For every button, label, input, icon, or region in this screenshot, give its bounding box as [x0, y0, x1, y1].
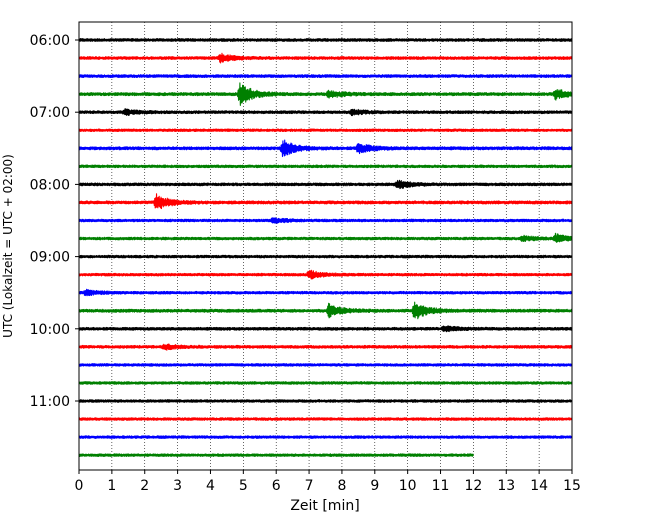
- x-tick-label: 10: [399, 478, 417, 494]
- trace-1030: [78, 363, 573, 367]
- y-tick-label: 08:00: [30, 177, 70, 193]
- trace-0945: [78, 301, 573, 320]
- y-tick-label: 06:00: [30, 33, 70, 49]
- x-tick-label: 8: [337, 478, 346, 494]
- x-axis: 0 1 2 3 4 5 6 7 8 9 10 11 12 13 14 15: [75, 470, 581, 494]
- y-tick-label: 07:00: [30, 105, 70, 121]
- trace-0915: [78, 269, 573, 280]
- trace-0830: [78, 217, 573, 224]
- x-tick-label: 1: [107, 478, 116, 494]
- trace-0600: [78, 38, 573, 42]
- y-axis: 06:00 07:00 08:00 09:00 10:00 11:00: [30, 33, 79, 410]
- x-tick-label: 4: [206, 478, 215, 494]
- trace-1130: [78, 435, 573, 439]
- x-tick-label: 15: [563, 478, 581, 494]
- trace-1145: [78, 453, 474, 457]
- trace-0700: [78, 107, 573, 117]
- x-tick-label: 11: [432, 478, 450, 494]
- y-axis-label: UTC (Lokalzeit = UTC + 02:00): [1, 154, 15, 338]
- x-tick-label: 5: [239, 478, 248, 494]
- x-tick-label: 0: [75, 478, 84, 494]
- trace-0845: [78, 232, 573, 244]
- trace-0745: [78, 164, 573, 169]
- trace-0900: [78, 254, 573, 259]
- trace-0815: [78, 193, 573, 210]
- seismic-traces: [78, 38, 573, 457]
- trace-1000: [78, 325, 573, 333]
- x-tick-label: 13: [497, 478, 515, 494]
- trace-0645: [78, 82, 573, 106]
- x-tick-label: 14: [530, 478, 548, 494]
- trace-0630: [78, 74, 573, 79]
- x-tick-label: 2: [140, 478, 149, 494]
- plot-frame: [78, 21, 573, 471]
- x-tick-label: 3: [173, 478, 182, 494]
- trace-1015: [78, 343, 573, 351]
- x-tick-label: 12: [464, 478, 482, 494]
- y-tick-label: 10:00: [30, 322, 70, 338]
- x-tick-label: 7: [305, 478, 314, 494]
- trace-0800: [78, 179, 573, 190]
- trace-1115: [78, 417, 573, 421]
- trace-1045: [78, 381, 573, 385]
- y-tick-label: 11:00: [30, 394, 70, 410]
- trace-1100: [78, 399, 573, 403]
- y-tick-label: 09:00: [30, 250, 70, 266]
- x-tick-label: 9: [370, 478, 379, 494]
- x-axis-label: Zeit [min]: [290, 498, 359, 514]
- trace-0930: [78, 288, 573, 297]
- trace-0615: [78, 52, 573, 64]
- trace-0715: [78, 128, 573, 133]
- x-tick-label: 6: [272, 478, 281, 494]
- trace-0730: [78, 139, 573, 158]
- vertical-grid: [111, 22, 540, 470]
